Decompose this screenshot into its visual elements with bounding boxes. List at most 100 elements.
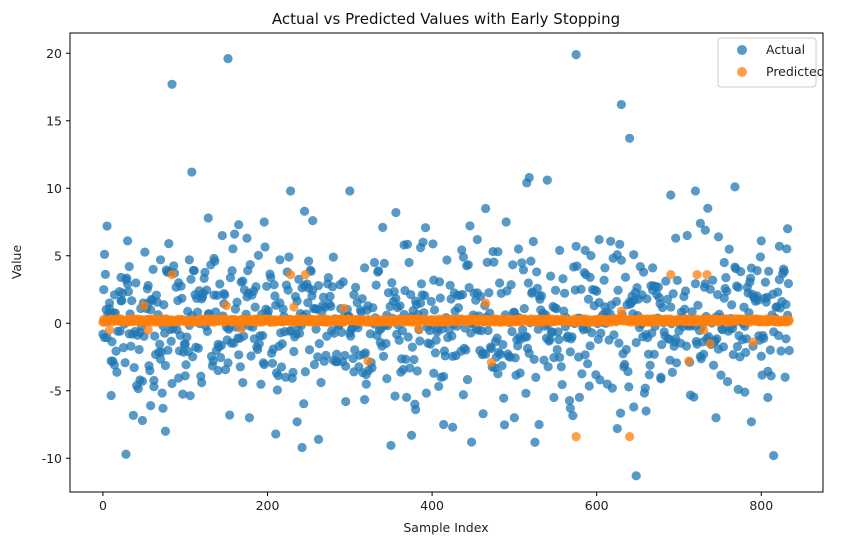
actual-point — [607, 383, 617, 393]
actual-point — [275, 255, 285, 265]
actual-point — [223, 54, 233, 64]
actual-point — [680, 304, 690, 314]
actual-point — [766, 371, 776, 381]
actual-point — [409, 354, 419, 365]
actual-point — [760, 277, 770, 287]
actual-point — [378, 222, 388, 232]
actual-point — [779, 266, 789, 277]
actual-point — [329, 328, 339, 338]
actual-point — [543, 362, 553, 372]
actual-point — [596, 328, 606, 338]
actual-point — [430, 348, 440, 358]
actual-point — [457, 245, 467, 255]
actual-point — [648, 263, 658, 273]
actual-point — [435, 293, 445, 303]
actual-point — [390, 391, 400, 401]
actual-point — [672, 275, 682, 285]
actual-point — [246, 351, 256, 361]
actual-point — [657, 302, 668, 313]
actual-point — [285, 186, 296, 196]
actual-point — [529, 354, 539, 364]
actual-point — [640, 383, 650, 393]
actual-point — [616, 99, 626, 110]
actual-point — [225, 273, 236, 283]
actual-point — [722, 377, 733, 387]
actual-point — [313, 280, 324, 291]
actual-point — [565, 403, 575, 413]
actual-point — [401, 354, 411, 364]
actual-point — [401, 392, 412, 402]
actual-point — [518, 325, 528, 335]
actual-point — [104, 298, 115, 308]
actual-point — [492, 333, 502, 343]
actual-point — [649, 349, 659, 359]
actual-point — [534, 419, 544, 430]
actual-point — [406, 289, 416, 300]
legend-predicted-marker — [737, 67, 747, 77]
actual-point — [693, 300, 703, 310]
actual-point — [718, 342, 729, 352]
actual-point — [267, 358, 278, 368]
actual-point — [508, 260, 518, 270]
actual-point — [160, 360, 171, 371]
actual-point — [259, 217, 269, 227]
actual-point — [169, 261, 179, 271]
actual-point — [580, 245, 590, 255]
actual-point — [661, 276, 671, 286]
actual-point — [746, 417, 757, 427]
actual-point — [606, 236, 616, 246]
actual-point — [781, 299, 791, 309]
actual-point — [336, 327, 347, 338]
actual-point — [730, 182, 740, 192]
actual-point — [493, 369, 503, 379]
actual-point — [123, 287, 134, 297]
actual-point — [442, 255, 452, 265]
actual-point — [681, 341, 691, 351]
actual-point — [656, 372, 666, 382]
predicted-point — [486, 357, 496, 367]
actual-point — [140, 247, 150, 257]
actual-point — [371, 280, 381, 290]
actual-point — [555, 352, 565, 363]
actual-point — [100, 269, 110, 280]
actual-point — [550, 285, 561, 295]
actual-point — [439, 371, 449, 382]
actual-point — [361, 369, 371, 380]
actual-point — [284, 252, 294, 262]
predicted-point — [702, 270, 712, 280]
actual-point — [458, 390, 468, 400]
x-tick-label: 0 — [99, 498, 107, 513]
actual-point — [129, 362, 139, 373]
actual-point — [486, 343, 496, 354]
actual-point — [406, 430, 417, 440]
actual-point — [559, 288, 570, 298]
actual-point — [773, 287, 783, 297]
actual-point — [782, 244, 792, 254]
actual-point — [631, 471, 641, 481]
actual-point — [572, 261, 582, 271]
actual-point — [429, 305, 440, 315]
actual-point — [189, 266, 199, 276]
actual-point — [146, 305, 156, 315]
actual-point — [489, 257, 499, 267]
actual-point — [497, 361, 507, 371]
actual-point — [699, 349, 709, 359]
actual-point — [599, 275, 609, 285]
actual-point — [412, 366, 422, 376]
actual-point — [781, 334, 791, 344]
predicted-point — [289, 302, 299, 312]
actual-point — [498, 340, 508, 350]
actual-point — [270, 291, 280, 301]
actual-point — [294, 274, 304, 284]
actual-point — [722, 286, 732, 296]
actual-point — [447, 331, 457, 341]
actual-point — [528, 236, 538, 247]
actual-point — [515, 368, 525, 378]
actual-point — [232, 297, 242, 307]
actual-point — [115, 326, 125, 336]
actual-point — [524, 172, 534, 183]
actual-point — [462, 375, 473, 385]
actual-point — [155, 339, 165, 349]
predicted-point — [616, 306, 626, 316]
actual-point — [783, 278, 794, 289]
